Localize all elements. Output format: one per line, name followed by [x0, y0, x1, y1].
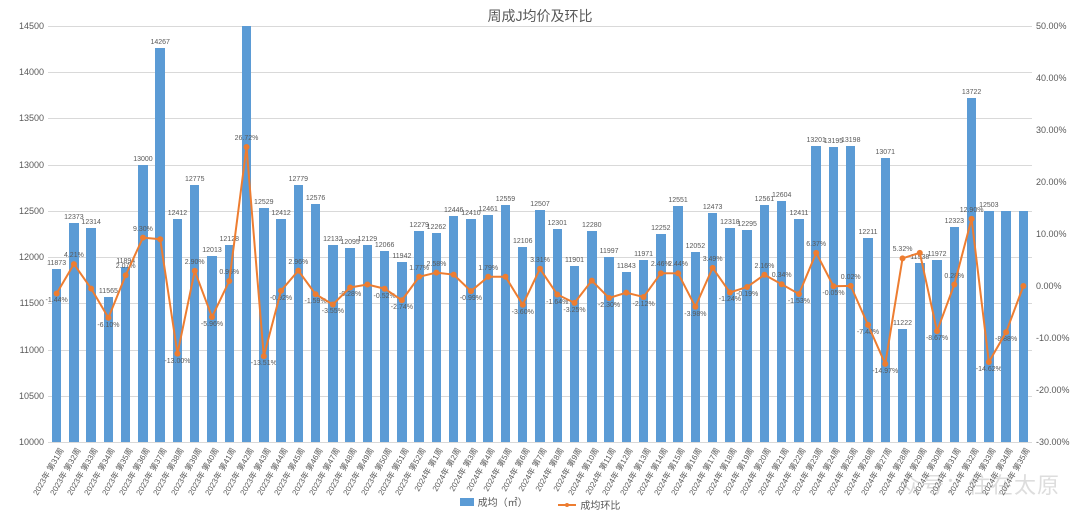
y-right-tick: 20.00% — [1036, 177, 1067, 187]
watermark: 众号：住在太原 — [899, 468, 1060, 500]
y-left-tick: 13000 — [19, 160, 44, 170]
y-right-tick: 50.00% — [1036, 21, 1067, 31]
y-right-tick: 30.00% — [1036, 125, 1067, 135]
y-left-tick: 13500 — [19, 113, 44, 123]
y-right-tick: -10.00% — [1036, 333, 1070, 343]
gridline — [48, 442, 1032, 443]
y-left-tick: 12000 — [19, 252, 44, 262]
chart-container: 周成J均价及环比 1000010500110001150012000125001… — [0, 0, 1080, 514]
plot-area: 1000010500110001150012000125001300013500… — [48, 26, 1032, 442]
y-left-tick: 14500 — [19, 21, 44, 31]
y-left-tick: 14000 — [19, 67, 44, 77]
y-right-tick: -30.00% — [1036, 437, 1070, 447]
y-left-tick: 10000 — [19, 437, 44, 447]
y-left-tick: 11000 — [20, 345, 44, 355]
y-left-tick: 12500 — [19, 206, 44, 216]
chart-title: 周成J均价及环比 — [0, 6, 1080, 26]
legend-bar: 成均（㎡） — [460, 494, 528, 509]
line-series — [48, 26, 1032, 442]
y-right-tick: 10.00% — [1036, 229, 1067, 239]
y-left-tick: 11500 — [20, 298, 44, 308]
y-right-tick: 0.00% — [1036, 281, 1062, 291]
y-right-tick: 40.00% — [1036, 73, 1067, 83]
legend-line: 成均环比 — [558, 497, 620, 512]
y-left-tick: 10500 — [19, 391, 44, 401]
y-right-tick: -20.00% — [1036, 385, 1070, 395]
